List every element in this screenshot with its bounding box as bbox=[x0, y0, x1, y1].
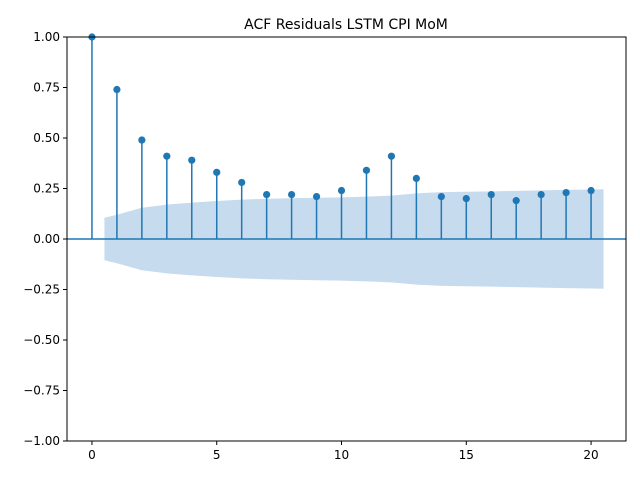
point-lag-10 bbox=[337, 186, 346, 195]
point-lag-7 bbox=[263, 190, 271, 199]
point-lag-4 bbox=[188, 156, 196, 164]
x-ticks: 0 5 10 15 20 bbox=[88, 441, 599, 462]
point-lag-17 bbox=[512, 197, 520, 205]
y-ticks: −1.00 −0.75 −0.50 −0.25 0.00 0.25 0.50 0.75 1.00 bbox=[23, 30, 67, 448]
x-tick-label-15: 15 bbox=[459, 448, 474, 462]
point-lag-9 bbox=[312, 192, 321, 201]
point-lag-1 bbox=[113, 85, 121, 94]
point-lag-15 bbox=[462, 195, 470, 203]
point-lag-19 bbox=[562, 188, 570, 197]
x-tick-label-5: 5 bbox=[213, 448, 221, 462]
point-lag-2 bbox=[138, 136, 146, 144]
point-lag-13 bbox=[412, 174, 420, 182]
y-tick-label-5: 0.25 bbox=[33, 182, 60, 196]
x-tick-label-10: 10 bbox=[334, 448, 349, 462]
point-lag-8 bbox=[287, 190, 296, 199]
y-tick-label-7: 0.75 bbox=[33, 81, 60, 95]
y-tick-label-2: −0.50 bbox=[23, 333, 60, 347]
point-lag-6 bbox=[238, 178, 246, 187]
point-lag-18 bbox=[537, 190, 545, 199]
y-tick-label-0: −1.00 bbox=[23, 434, 60, 448]
point-lag-14 bbox=[437, 192, 445, 201]
stems-layer bbox=[88, 33, 595, 239]
y-tick-label-1: −0.75 bbox=[23, 384, 60, 398]
point-lag-20 bbox=[587, 186, 595, 195]
point-lag-11 bbox=[362, 166, 371, 174]
y-tick-label-4: 0.00 bbox=[33, 232, 60, 246]
chart-title: ACF Residuals LSTM CPI MoM bbox=[244, 17, 448, 33]
y-tick-label-3: −0.25 bbox=[23, 283, 60, 297]
y-tick-label-8: 1.00 bbox=[33, 30, 60, 44]
point-lag-3 bbox=[163, 152, 171, 160]
point-lag-5 bbox=[213, 168, 221, 176]
x-tick-label-0: 0 bbox=[88, 448, 96, 462]
x-tick-label-20: 20 bbox=[583, 448, 598, 462]
y-tick-label-6: 0.50 bbox=[33, 131, 60, 145]
point-lag-12 bbox=[387, 152, 396, 160]
point-lag-16 bbox=[487, 190, 495, 199]
